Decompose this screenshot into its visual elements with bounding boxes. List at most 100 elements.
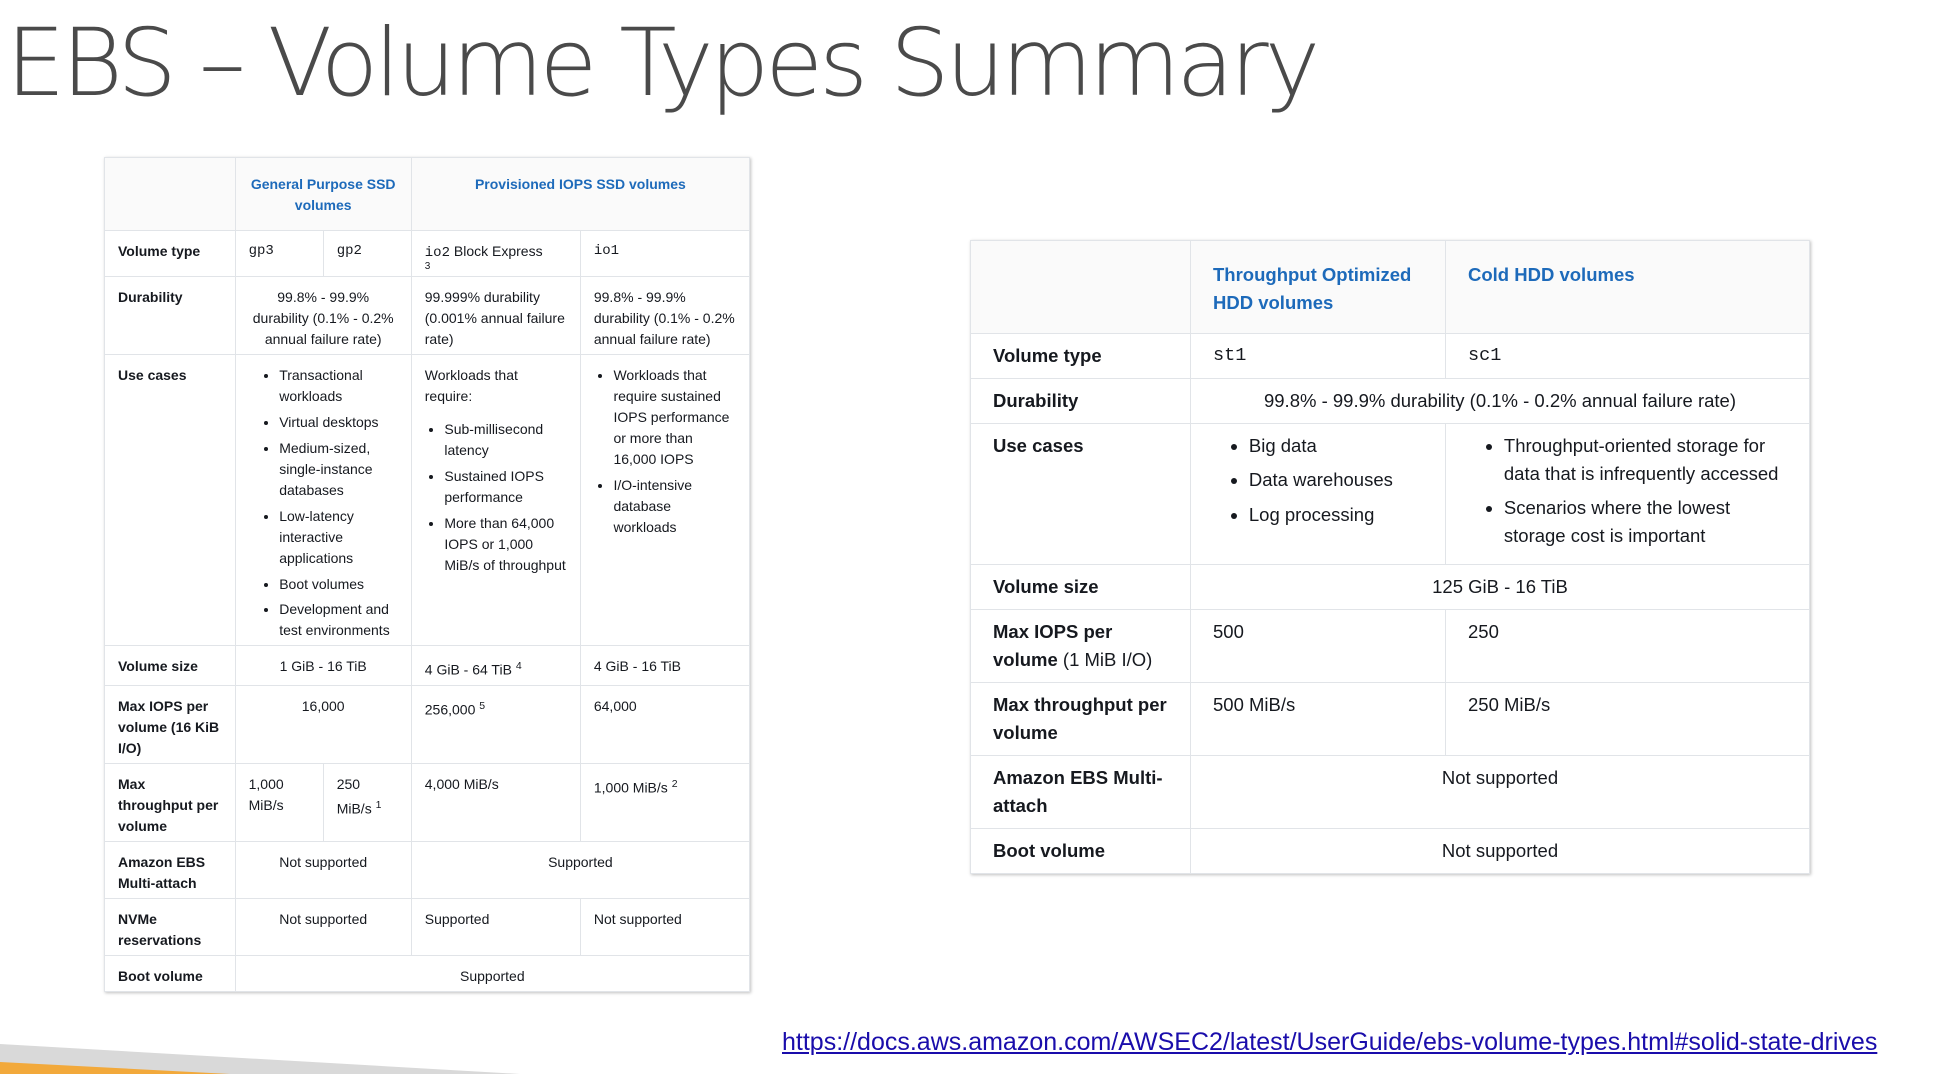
table-row: Volume size 125 GiB - 16 TiB [970,564,1810,611]
list-item: More than 64,000 IOPS or 1,000 MiB/s of … [444,513,567,576]
cell-io1: io1 [579,230,751,277]
io2-iops-value: 256,000 [424,701,476,718]
provisioned-iops-ssd-header: Provisioned IOPS SSD volumes [410,157,751,231]
table-row: Durability 99.8% - 99.9% durability (0.1… [104,276,751,355]
general-purpose-ssd-header: General Purpose SSD volumes [234,157,412,231]
corner-cell [104,157,236,231]
throughput-optimized-hdd-header: Throughput Optimized HDD volumes [1190,240,1446,334]
footnote-ref: 2 [671,778,678,791]
aws-docs-link[interactable]: https://docs.aws.amazon.com/AWSEC2/lates… [782,1028,1878,1056]
table-row: Volume type gp3 gp2 io2 Block Express 3 … [104,230,751,277]
row-label: Volume type [970,333,1191,379]
cell-hdd-durability: 99.8% - 99.9% durability (0.1% - 0.2% an… [1190,378,1810,424]
row-label: Amazon EBS Multi-attach [104,841,236,900]
list-item: Workloads that require sustained IOPS pe… [613,365,736,470]
footnote-ref: 1 [375,799,382,812]
table-row: Boot volume Supported [104,955,751,993]
list-item: Log processing [1249,501,1423,529]
cell-st1-iops: 500 [1190,609,1446,684]
cell-io1-nvme: Not supported [579,898,751,957]
ssd-volume-types-table: General Purpose SSD volumes Provisioned … [104,157,751,993]
io2-code: io2 [424,245,450,261]
table-row: Amazon EBS Multi-attach Not supported [970,755,1810,830]
cell-io2-iops: 256,000 5 [410,685,581,765]
list-item: Sustained IOPS performance [444,466,567,508]
table-row: Durability 99.8% - 99.9% durability (0.1… [970,378,1810,424]
io1-use-case-list: Workloads that require sustained IOPS pe… [594,365,736,538]
cell-io1-throughput: 1,000 MiB/s 2 [579,763,751,843]
row-label: Max throughput per volume [104,763,236,843]
st1-use-case-list: Big data Data warehouses Log processing [1223,432,1423,529]
slide-title: EBS – Volume Types Summary [6,9,1320,118]
gp2-throughput-value: 250 MiB/s [336,776,372,817]
cell-io1-size: 4 GiB - 16 TiB [579,645,751,687]
io2-use-case-list: Sub-millisecond latency Sustained IOPS p… [425,419,567,576]
footnote-ref: 3 [424,261,431,272]
cell-io1-use-cases: Workloads that require sustained IOPS pe… [579,353,751,647]
cell-gp-multi-attach: Not supported [234,841,412,900]
list-item: Virtual desktops [279,412,398,433]
list-item: Scenarios where the lowest storage cost … [1504,494,1787,550]
hdd-volume-types-table: Throughput Optimized HDD volumes Cold HD… [970,240,1810,875]
row-label: Durability [970,378,1191,424]
row-label: Volume type [104,230,236,277]
cell-io1-durability: 99.8% - 99.9% durability (0.1% - 0.2% an… [579,276,751,355]
table-row: Use cases Big data Data warehouses Log p… [970,422,1810,566]
cell-io2-nvme: Supported [410,898,581,957]
corner-cell [970,240,1191,334]
cell-gp-durability: 99.8% - 99.9% durability (0.1% - 0.2% an… [234,276,412,355]
list-item: Data warehouses [1249,466,1423,494]
cell-io2-throughput: 4,000 MiB/s [410,763,581,843]
row-label: Use cases [104,353,236,647]
cell-io1-iops: 64,000 [579,685,751,765]
table-row: Use cases Transactional workloads Virtua… [104,353,751,647]
io2-use-case-intro: Workloads that require: [424,367,518,404]
table-row: Amazon EBS Multi-attach Not supported Su… [104,841,751,900]
row-label: NVMe reservations [104,898,236,957]
row-label: Amazon EBS Multi-attach [970,755,1191,830]
list-item: Transactional workloads [279,365,398,407]
table-row: NVMe reservations Not supported Supporte… [104,898,751,957]
list-item: Medium-sized, single-instance databases [279,438,398,501]
table-row: Volume type st1 sc1 [970,333,1810,379]
decorative-stripe [0,1044,520,1074]
row-label: Max IOPS per volume (1 MiB I/O) [970,609,1191,684]
cell-sc1-throughput: 250 MiB/s [1445,682,1810,757]
cell-hdd-multi-attach: Not supported [1190,755,1810,830]
cell-io2-size: 4 GiB - 64 TiB 4 [410,645,581,687]
cell-hdd-size: 125 GiB - 16 TiB [1190,564,1810,611]
table-row: Max IOPS per volume (1 MiB I/O) 500 250 [970,609,1810,684]
footnote-ref: 4 [515,660,522,673]
list-item: Development and test environments [279,599,398,641]
list-item: Sub-millisecond latency [444,419,567,461]
list-item: Boot volumes [279,574,398,595]
list-item: I/O-intensive database workloads [613,475,736,538]
io2-suffix: Block Express [453,243,543,259]
cell-boot: Supported [234,955,751,993]
io1-throughput-value: 1,000 MiB/s [593,779,668,796]
io2-size-value: 4 GiB - 64 TiB [424,662,512,679]
cell-gp2-throughput: 250 MiB/s 1 [322,763,412,843]
cell-gp-use-cases: Transactional workloads Virtual desktops… [234,353,412,647]
cell-io-multi-attach: Supported [410,841,751,900]
row-label: Volume size [970,564,1191,611]
table-row: Volume size 1 GiB - 16 TiB 4 GiB - 64 Ti… [104,645,751,687]
max-iops-label: Max IOPS per volume [993,621,1113,671]
cell-io2-durability: 99.999% durability (0.001% annual failur… [410,276,581,355]
row-label: Max IOPS per volume (16 KiB I/O) [104,685,236,765]
row-label: Use cases [970,422,1191,566]
cell-gp3-throughput: 1,000 MiB/s [234,763,324,843]
row-label: Boot volume [104,955,236,993]
row-label: Durability [104,276,236,355]
cell-io2-use-cases: Workloads that require: Sub-millisecond … [410,353,581,647]
cell-gp-nvme: Not supported [234,898,412,957]
cell-st1-use-cases: Big data Data warehouses Log processing [1190,422,1446,566]
table-row: Boot volume Not supported [970,828,1810,875]
row-label: Max throughput per volume [970,682,1191,757]
table-row: Max throughput per volume 1,000 MiB/s 25… [104,763,751,843]
list-item: Big data [1249,432,1423,460]
row-label: Boot volume [970,828,1191,875]
cell-gp2: gp2 [322,230,412,277]
row-label: Volume size [104,645,236,687]
sc1-use-case-list: Throughput-oriented storage for data tha… [1478,432,1787,550]
